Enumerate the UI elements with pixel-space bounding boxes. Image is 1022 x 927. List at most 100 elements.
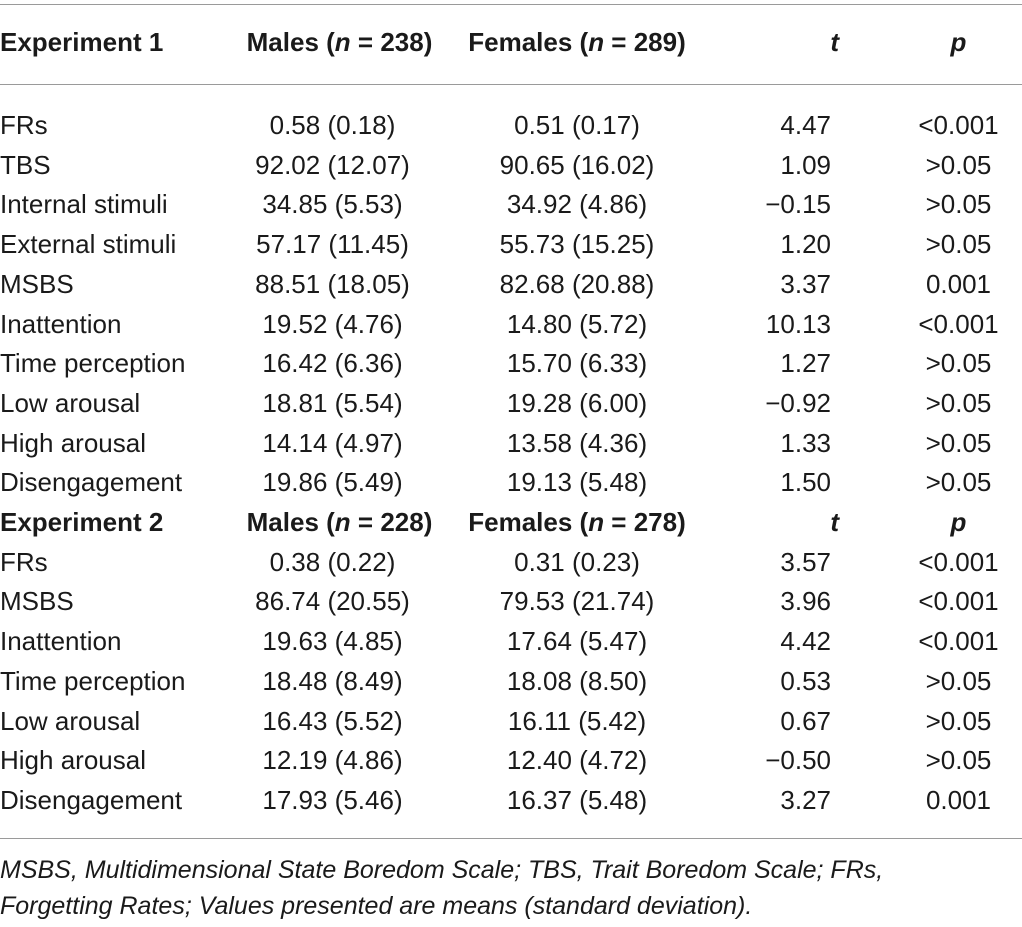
females-value: 13.58 (4.36) <box>506 427 648 458</box>
table-row: Low arousal 18.81 (5.54) 19.28 (6.00) −0.92… <box>0 384 1022 424</box>
males-value: 34.85 (5.53) <box>262 189 403 220</box>
row-label: Disengagement <box>0 467 183 498</box>
table-row: High arousal 14.14 (4.97) 13.58 (4.36) 1.33… <box>0 424 1022 464</box>
females-value: 12.40 (4.72) <box>506 745 648 776</box>
t-value: 4.42 <box>780 626 831 657</box>
row-label: Internal stimuli <box>0 189 168 220</box>
t-column-header: t <box>830 507 839 538</box>
females-value: 82.68 (20.88) <box>499 268 655 299</box>
p-value: >0.05 <box>925 427 992 458</box>
females-value: 15.70 (6.33) <box>506 348 648 379</box>
males-value: 0.58 (0.18) <box>269 110 396 140</box>
t-value: −0.92 <box>765 387 831 418</box>
females-value: 16.37 (5.48) <box>506 784 648 815</box>
table-row: FRs 0.38 (0.22) 0.31 (0.23) 3.57 <0.001 <box>0 543 1022 583</box>
experiment2-heading: Experiment 2 <box>0 507 164 538</box>
p-value: >0.05 <box>925 387 992 418</box>
row-label: Time perception <box>0 348 186 379</box>
p-value: >0.05 <box>925 348 992 379</box>
females-value: 17.64 (5.47) <box>506 626 648 657</box>
males-value: 57.17 (11.45) <box>256 229 409 260</box>
t-value: 4.47 <box>780 110 831 140</box>
table-row: Disengagement 19.86 (5.49) 19.13 (5.48) 1.5… <box>0 463 1022 503</box>
p-value: >0.05 <box>925 149 992 180</box>
females-value: 79.53 (21.74) <box>499 586 655 617</box>
row-label: Time perception <box>0 665 186 696</box>
table-footnote: MSBS, Multidimensional State Boredom Sca… <box>0 852 1022 924</box>
t-value: 1.50 <box>780 467 831 498</box>
males-value: 12.19 (4.86) <box>262 745 403 776</box>
table-bottom-rule <box>0 838 1022 839</box>
row-label: MSBS <box>0 268 74 299</box>
row-label: External stimuli <box>0 229 177 260</box>
row-label: FRs <box>0 110 48 140</box>
table-row: Time perception 18.48 (8.49) 18.08 (8.50) 0… <box>0 662 1022 702</box>
p-value: <0.001 <box>918 626 999 657</box>
header-bottom-rule <box>0 84 1022 85</box>
table-row: TBS 92.02 (12.07) 90.65 (16.02) 1.09 >0.05 <box>0 146 1022 186</box>
males-value: 19.86 (5.49) <box>262 467 403 498</box>
males-column-header: Males (n = 228) <box>246 507 433 538</box>
row-label: MSBS <box>0 586 74 617</box>
males-value: 18.81 (5.54) <box>262 387 403 418</box>
row-label: Inattention <box>0 626 122 657</box>
table-row: Inattention 19.52 (4.76) 14.80 (5.72) 10.13… <box>0 305 1022 345</box>
footnote-line-1: MSBS, Multidimensional State Boredom Sca… <box>0 856 884 884</box>
row-label: FRs <box>0 546 48 577</box>
males-value: 17.93 (5.46) <box>262 784 403 815</box>
females-value: 55.73 (15.25) <box>499 229 655 260</box>
p-value: >0.05 <box>925 467 992 498</box>
males-value: 92.02 (12.07) <box>255 149 410 180</box>
table-row: FRs 0.58 (0.18) 0.51 (0.17) 4.47 <0.001 <box>0 106 1022 146</box>
p-value: 0.001 <box>925 784 992 815</box>
row-label: Low arousal <box>0 705 141 736</box>
males-value: 19.52 (4.76) <box>262 308 403 339</box>
females-value: 0.31 (0.23) <box>514 546 640 577</box>
females-column-header: Females (n = 289) <box>468 27 686 57</box>
spacer-cell <box>0 84 1022 106</box>
males-value: 14.14 (4.97) <box>262 427 403 458</box>
table-row: Inattention 19.63 (4.85) 17.64 (5.47) 4.42 <… <box>0 622 1022 662</box>
p-value: 0.001 <box>925 268 992 299</box>
experiment2-header-row: Experiment 2 Males (n = 228) Females (n … <box>0 503 1022 543</box>
t-value: 1.20 <box>780 229 831 260</box>
p-value: <0.001 <box>918 110 999 140</box>
females-value: 19.13 (5.48) <box>506 467 648 498</box>
table-row: MSBS 88.51 (18.05) 82.68 (20.88) 3.37 0.001 <box>0 265 1022 305</box>
row-label: High arousal <box>0 745 146 776</box>
t-value: −0.50 <box>765 745 831 776</box>
results-table: Experiment 1 Males (n = 238) Females (n … <box>0 0 1022 821</box>
t-value: 3.27 <box>780 784 831 815</box>
row-label: Disengagement <box>0 784 183 815</box>
t-value: 0.67 <box>780 705 831 736</box>
males-value: 86.74 (20.55) <box>255 586 410 617</box>
males-value: 18.48 (8.49) <box>262 665 403 696</box>
females-value: 16.11 (5.42) <box>507 705 647 736</box>
males-value: 16.43 (5.52) <box>262 705 403 736</box>
p-value: <0.001 <box>918 308 999 339</box>
table-row: MSBS 86.74 (20.55) 79.53 (21.74) 3.96 <0.001 <box>0 582 1022 622</box>
t-value: 1.27 <box>780 348 831 379</box>
p-value: >0.05 <box>925 745 992 776</box>
row-label: Inattention <box>0 308 122 339</box>
p-column-header: p <box>950 507 967 538</box>
t-value: 1.33 <box>780 427 831 458</box>
males-value: 0.38 (0.22) <box>269 546 396 577</box>
footnote-line-2: Forgetting Rates; Values presented are m… <box>0 892 753 920</box>
table-row: Disengagement 17.93 (5.46) 16.37 (5.48) 3.2… <box>0 781 1022 821</box>
males-value: 16.42 (6.36) <box>262 348 403 379</box>
row-label: High arousal <box>0 427 146 458</box>
females-column-header: Females (n = 278) <box>468 507 686 538</box>
experiment1-header-row: Experiment 1 Males (n = 238) Females (n … <box>0 0 1022 84</box>
males-value: 88.51 (18.05) <box>255 268 410 299</box>
females-value: 34.92 (4.86) <box>506 189 648 220</box>
p-value: <0.001 <box>918 546 999 577</box>
row-label: Low arousal <box>0 387 141 418</box>
males-value: 19.63 (4.85) <box>262 626 403 657</box>
t-value: 0.53 <box>780 665 831 696</box>
t-value: 3.96 <box>780 586 831 617</box>
females-value: 18.08 (8.50) <box>506 665 648 696</box>
table-row: Low arousal 16.43 (5.52) 16.11 (5.42) 0.67 >… <box>0 702 1022 742</box>
header-spacer <box>0 84 1022 106</box>
experiment1-rows: FRs 0.58 (0.18) 0.51 (0.17) 4.47 <0.001 TBS 92… <box>0 84 1022 503</box>
